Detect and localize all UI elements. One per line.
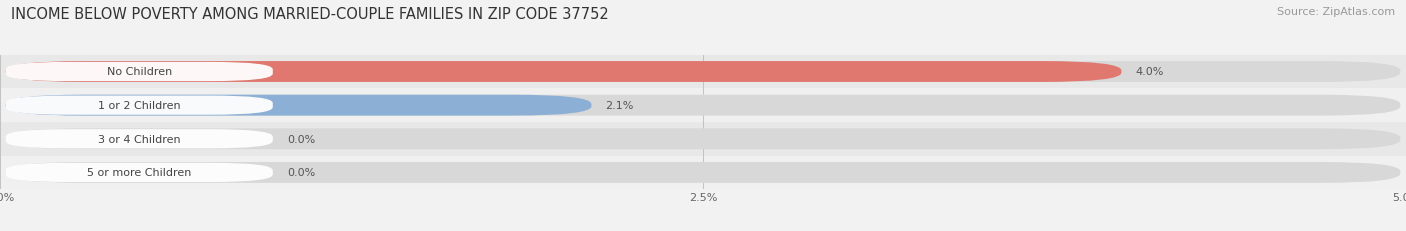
FancyBboxPatch shape xyxy=(6,95,592,116)
FancyBboxPatch shape xyxy=(6,96,273,115)
FancyBboxPatch shape xyxy=(0,55,1406,89)
Text: 5 or more Children: 5 or more Children xyxy=(87,168,191,178)
FancyBboxPatch shape xyxy=(6,62,1400,82)
Text: 1 or 2 Children: 1 or 2 Children xyxy=(98,101,180,111)
FancyBboxPatch shape xyxy=(0,89,1406,122)
Text: Source: ZipAtlas.com: Source: ZipAtlas.com xyxy=(1277,7,1395,17)
FancyBboxPatch shape xyxy=(6,163,273,182)
FancyBboxPatch shape xyxy=(6,95,1400,116)
Text: 0.0%: 0.0% xyxy=(287,168,315,178)
FancyBboxPatch shape xyxy=(6,129,1400,149)
FancyBboxPatch shape xyxy=(0,122,1406,156)
Text: No Children: No Children xyxy=(107,67,172,77)
Text: 4.0%: 4.0% xyxy=(1136,67,1164,77)
FancyBboxPatch shape xyxy=(0,156,1406,189)
Text: 3 or 4 Children: 3 or 4 Children xyxy=(98,134,180,144)
Text: INCOME BELOW POVERTY AMONG MARRIED-COUPLE FAMILIES IN ZIP CODE 37752: INCOME BELOW POVERTY AMONG MARRIED-COUPL… xyxy=(11,7,609,22)
FancyBboxPatch shape xyxy=(6,130,273,149)
FancyBboxPatch shape xyxy=(6,162,1400,183)
Text: 2.1%: 2.1% xyxy=(606,101,634,111)
FancyBboxPatch shape xyxy=(6,62,1122,82)
FancyBboxPatch shape xyxy=(6,63,273,82)
Text: 0.0%: 0.0% xyxy=(287,134,315,144)
